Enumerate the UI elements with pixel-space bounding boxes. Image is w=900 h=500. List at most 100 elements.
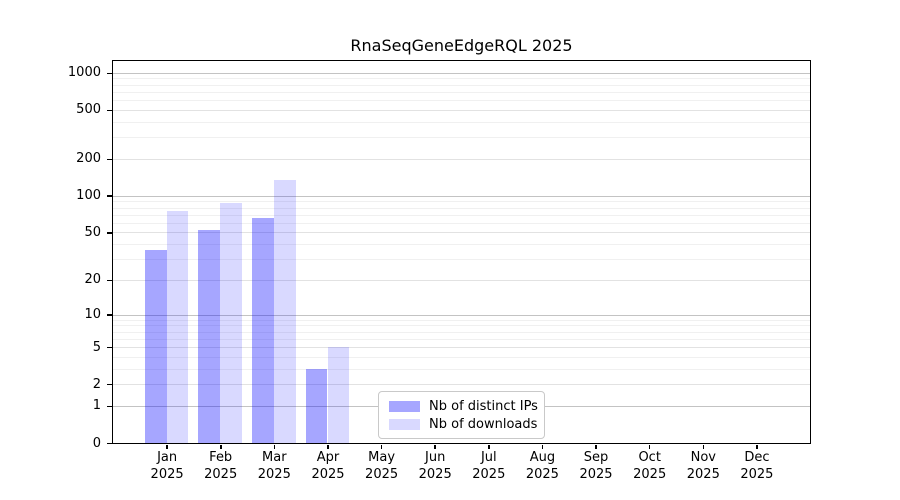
x-tick-month: Jun [425, 450, 446, 465]
legend-swatch-distinct-ips [389, 400, 420, 412]
legend-item-downloads: Nb of downloads [389, 416, 538, 432]
gridline-minor [113, 214, 810, 216]
x-tick-label: Aug 2025 [507, 450, 577, 483]
y-tick-label: 20 [84, 272, 101, 288]
legend-item-distinct-ips: Nb of distinct IPs [389, 399, 538, 414]
x-tick-label: Sep 2025 [561, 450, 631, 483]
x-tick-year: 2025 [365, 466, 399, 482]
bar-downloads-jan [166, 210, 189, 443]
gridline-minor [113, 100, 810, 102]
x-tick-label: May 2025 [347, 450, 417, 483]
gridline-minor [113, 201, 810, 203]
x-tick-label: Dec 2025 [722, 450, 792, 483]
x-tick-year: 2025 [525, 466, 559, 482]
x-tick-mark [648, 444, 651, 449]
x-tick-year: 2025 [257, 466, 291, 482]
bar-distinct-ips-feb [198, 230, 221, 443]
bar-distinct-ips-jan [144, 249, 167, 443]
x-tick-mark [166, 444, 168, 449]
y-tick-label: 2 [92, 376, 101, 392]
x-tick-year: 2025 [740, 466, 774, 482]
y-tick-label: 50 [84, 224, 101, 240]
y-tick-mark [107, 442, 112, 445]
y-tick-label: 200 [76, 151, 101, 167]
gridline [113, 109, 810, 111]
x-tick-mark [434, 444, 436, 449]
legend-label-downloads: Nb of downloads [429, 416, 538, 432]
chart-title: RnaSeqGeneEdgeRQL 2025 [350, 36, 573, 55]
x-tick-mark [488, 444, 490, 449]
y-tick-mark [107, 314, 112, 316]
x-tick-month: Nov [690, 450, 716, 465]
x-tick-month: Jul [480, 450, 497, 465]
bar-downloads-feb [220, 203, 242, 443]
x-tick-month: Oct [638, 450, 661, 465]
x-tick-month: Dec [744, 450, 770, 465]
x-tick-mark [327, 444, 329, 449]
x-tick-mark [380, 444, 383, 449]
y-tick-mark [107, 383, 112, 386]
legend-swatch-downloads [389, 418, 420, 430]
gridline-minor [113, 207, 810, 209]
x-tick-month: Apr [316, 450, 340, 465]
y-tick-mark [107, 109, 112, 112]
x-tick-year: 2025 [418, 466, 452, 482]
gridline-minor [113, 84, 810, 86]
x-tick-mark [220, 444, 222, 449]
gridline-minor [113, 121, 810, 123]
x-tick-label: Apr 2025 [293, 450, 363, 483]
x-tick-mark [595, 444, 597, 449]
x-tick-month: Sep [583, 450, 609, 465]
bar-downloads-mar [273, 179, 296, 443]
x-tick-year: 2025 [150, 466, 184, 482]
x-tick-label: Mar 2025 [239, 450, 309, 483]
y-tick-label: 10 [84, 307, 101, 322]
gridline-major [113, 195, 810, 197]
x-tick-year: 2025 [686, 466, 720, 482]
x-tick-year: 2025 [311, 466, 345, 482]
x-tick-month: Aug [529, 450, 556, 465]
y-tick-label: 5 [92, 339, 101, 355]
y-tick-mark [107, 279, 112, 282]
bar-distinct-ips-mar [252, 217, 274, 443]
gridline-minor [113, 78, 810, 80]
gridline-major [113, 72, 810, 74]
x-tick-year: 2025 [579, 466, 613, 482]
x-tick-label: Oct 2025 [615, 450, 685, 483]
plot-area [112, 60, 811, 444]
y-tick-label: 100 [76, 188, 101, 204]
y-tick-label: 500 [76, 102, 101, 118]
y-tick-label: 0 [92, 435, 101, 451]
x-tick-mark [756, 444, 758, 449]
x-tick-month: May [368, 450, 396, 465]
y-tick-mark [107, 346, 112, 349]
y-tick-mark [107, 405, 112, 408]
x-tick-month: Jan [157, 450, 178, 465]
y-tick-mark [107, 195, 112, 197]
gridline-minor [113, 222, 810, 224]
legend-label-distinct-ips: Nb of distinct IPs [429, 398, 538, 414]
x-tick-label: Jul 2025 [454, 450, 524, 483]
x-tick-year: 2025 [472, 466, 506, 482]
x-tick-year: 2025 [633, 466, 667, 482]
x-tick-month: Feb [209, 450, 233, 465]
y-tick-mark [107, 72, 112, 74]
x-tick-mark [273, 444, 276, 449]
y-tick-label: 1000 [67, 65, 101, 81]
gridline [113, 158, 810, 160]
bar-distinct-ips-apr [305, 368, 328, 443]
x-tick-label: Feb 2025 [186, 450, 256, 483]
gridline-minor [113, 137, 810, 139]
x-tick-mark [541, 444, 544, 449]
y-tick-label: 1 [92, 398, 101, 414]
x-tick-month: Mar [262, 450, 287, 465]
legend: Nb of distinct IPs Nb of downloads [378, 391, 545, 439]
x-tick-label: Jan 2025 [132, 450, 202, 483]
bar-downloads-apr [327, 347, 350, 443]
x-tick-mark [702, 444, 704, 449]
y-tick-mark [107, 232, 112, 234]
x-tick-label: Nov 2025 [668, 450, 738, 483]
x-tick-year: 2025 [204, 466, 238, 482]
y-tick-mark [107, 158, 112, 160]
